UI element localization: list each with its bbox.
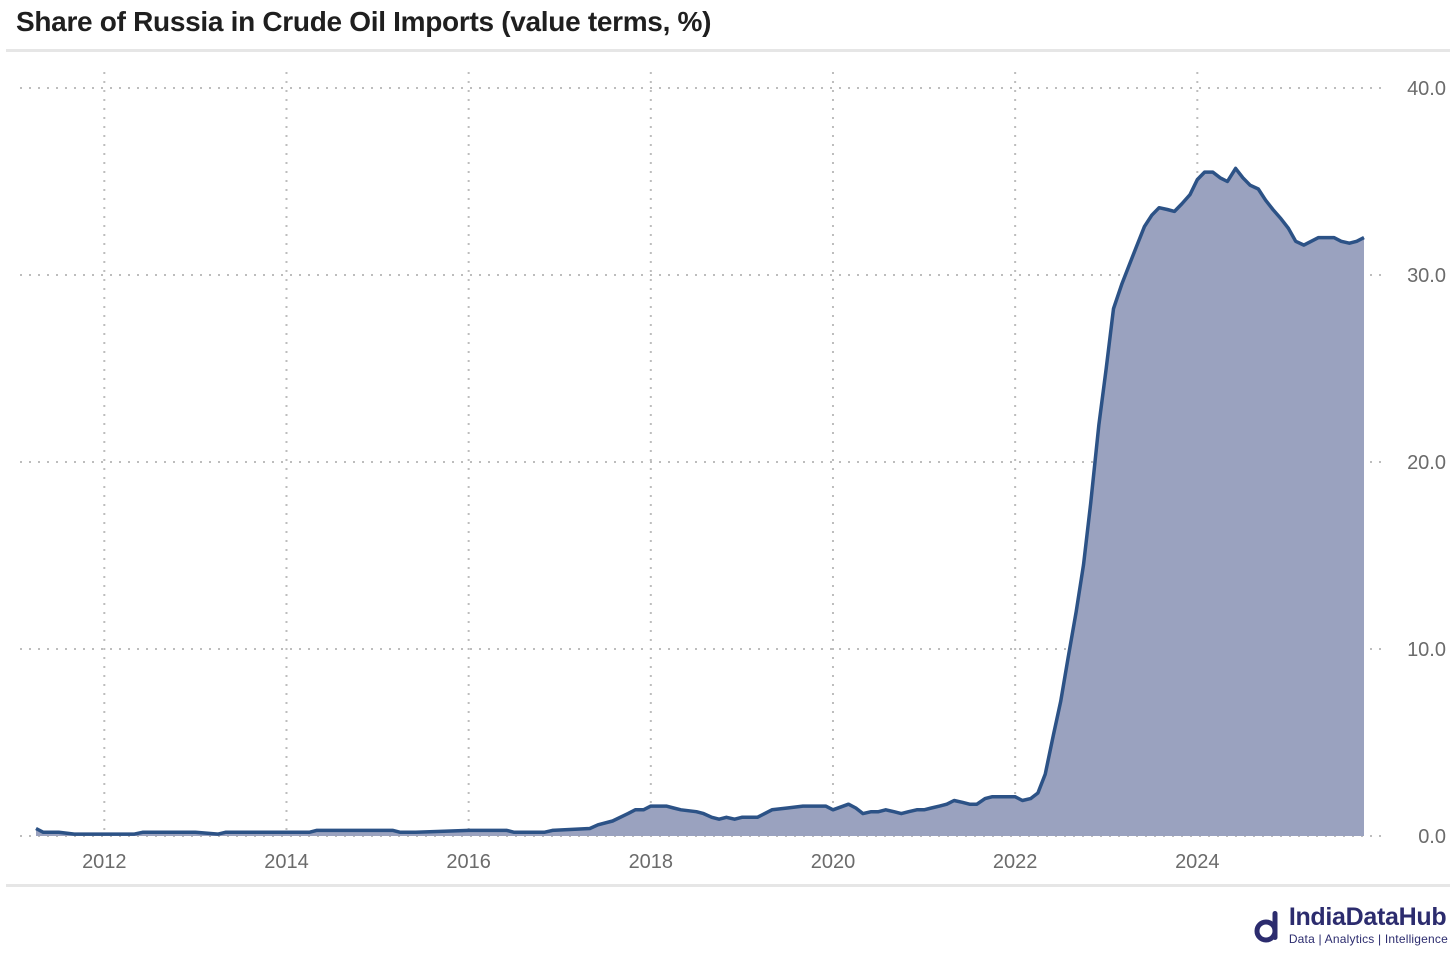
bottom-divider [6, 884, 1450, 887]
y-axis-ticks: 0.0 10.0 20.0 30.0 40.0 [1407, 78, 1446, 848]
series-line [35, 166, 1365, 836]
y-tick-label: 0.0 [1418, 826, 1446, 848]
x-tick-label: 2014 [264, 851, 309, 873]
brand-tagline: Data | Analytics | Intelligence [1288, 932, 1448, 946]
x-tick-label: 2022 [993, 851, 1038, 873]
x-tick-label: 2024 [1175, 851, 1220, 873]
y-tick-label: 30.0 [1407, 265, 1446, 287]
x-tick-label: 2016 [446, 851, 491, 873]
chart-svg: 2012 2014 2016 2018 2020 2022 2024 0.0 10.0 20.0… [20, 72, 1446, 873]
x-tick-label: 2012 [82, 851, 127, 873]
y-tick-label: 20.0 [1407, 452, 1446, 474]
brand-mark-icon [1254, 910, 1278, 942]
x-tick-label: 2020 [811, 851, 856, 873]
area-fill [36, 168, 1364, 836]
x-axis-ticks: 2012 2014 2016 2018 2020 2022 2024 [82, 851, 1220, 873]
y-tick-label: 40.0 [1407, 78, 1446, 100]
y-tick-label: 10.0 [1407, 639, 1446, 661]
top-divider [6, 49, 1450, 52]
chart-title: Share of Russia in Crude Oil Imports (va… [16, 6, 712, 37]
x-tick-label: 2018 [629, 851, 674, 873]
brand-name: IndiaDataHub [1288, 903, 1447, 931]
brand-logo: IndiaDataHub Data | Analytics | Intellig… [1253, 904, 1448, 947]
